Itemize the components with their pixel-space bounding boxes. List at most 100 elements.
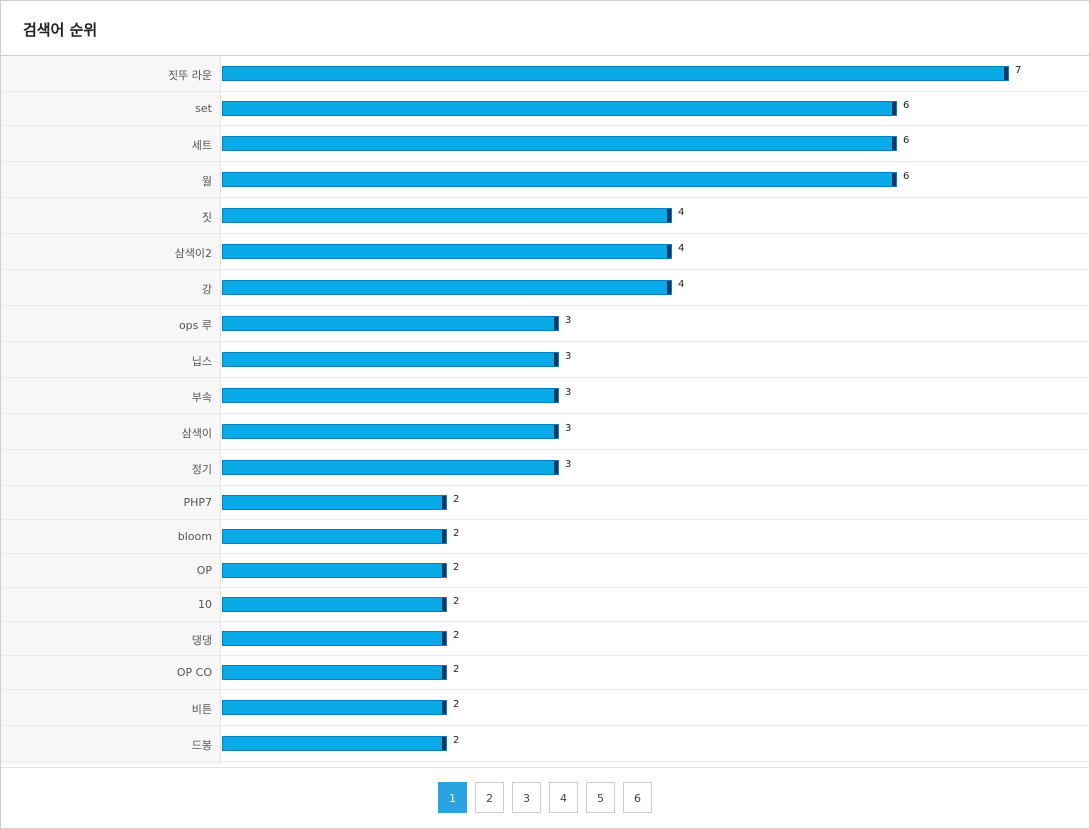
table-row: bloom 2 — [1, 520, 1089, 554]
bar-end-cap — [442, 737, 446, 750]
bar-end-cap — [667, 245, 671, 258]
bar — [222, 665, 447, 680]
bar — [222, 424, 559, 439]
bar — [222, 244, 672, 259]
table-row: PHP7 2 — [1, 486, 1089, 520]
page-button-1[interactable]: 1 — [438, 782, 467, 813]
bar-end-cap — [442, 564, 446, 577]
bar — [222, 280, 672, 295]
table-row: 부속 3 — [1, 378, 1089, 414]
bar-end-cap — [442, 496, 446, 509]
bar — [222, 316, 559, 331]
category-label: 강 — [201, 283, 212, 296]
bar-value-label: 2 — [453, 494, 460, 505]
page-title: 검색어 순위 — [23, 21, 98, 39]
table-row: 드봉 2 — [1, 726, 1089, 762]
bar-end-cap — [442, 598, 446, 611]
bar-value-label: 7 — [1015, 65, 1022, 76]
category-label: 짓뚜 라운 — [168, 69, 212, 82]
bar-end-cap — [892, 102, 896, 115]
category-label: PHP7 — [183, 496, 212, 509]
bar-end-cap — [554, 317, 558, 330]
bar — [222, 631, 447, 646]
bar-value-label: 2 — [453, 630, 460, 641]
bar — [222, 597, 447, 612]
bar — [222, 66, 1009, 81]
bar — [222, 563, 447, 578]
bar-value-label: 3 — [565, 351, 572, 362]
bar-end-cap — [442, 632, 446, 645]
category-label: bloom — [177, 530, 212, 543]
bar — [222, 101, 897, 116]
bar — [222, 700, 447, 715]
category-label: set — [195, 102, 212, 115]
page-button-6[interactable]: 6 — [623, 782, 652, 813]
bar-end-cap — [554, 461, 558, 474]
bar-value-label: 2 — [453, 562, 460, 573]
bar-value-label: 4 — [678, 243, 685, 254]
page-button-4[interactable]: 4 — [549, 782, 578, 813]
category-label: 10 — [198, 598, 212, 611]
category-label: ops 루 — [178, 319, 212, 332]
bar — [222, 208, 672, 223]
category-label: 부속 — [191, 391, 212, 404]
bar — [222, 352, 559, 367]
bar — [222, 172, 897, 187]
table-row: 댕댕 2 — [1, 622, 1089, 656]
category-label: OP — [196, 564, 212, 577]
bar — [222, 736, 447, 751]
table-row: 닙스 3 — [1, 342, 1089, 378]
bar-end-cap — [667, 281, 671, 294]
bar-value-label: 6 — [903, 100, 910, 111]
bar-end-cap — [554, 353, 558, 366]
page-button-2[interactable]: 2 — [475, 782, 504, 813]
bar-end-cap — [1004, 67, 1008, 80]
page-button-5[interactable]: 5 — [586, 782, 615, 813]
category-label: 정기 — [191, 463, 212, 476]
category-label: 비튼 — [191, 703, 212, 716]
bar-chart: 짓뚜 라운 7 set 6 세트 6 월 6 짓 4 삼색이2 4 강 4 ops 루 3 닙스 3 부속 3 삼색이 3… — [1, 56, 1089, 766]
bar-value-label: 2 — [453, 528, 460, 539]
category-label: 댕댕 — [191, 634, 212, 647]
bar-value-label: 4 — [678, 207, 685, 218]
category-label: 닙스 — [191, 355, 212, 368]
bar — [222, 388, 559, 403]
bar — [222, 136, 897, 151]
bar-value-label: 4 — [678, 279, 685, 290]
category-label: 짓 — [201, 211, 212, 224]
bar-end-cap — [667, 209, 671, 222]
category-label: 드봉 — [191, 739, 212, 752]
category-label: OP CO — [176, 666, 212, 679]
bar-value-label: 2 — [453, 735, 460, 746]
bar-value-label: 3 — [565, 423, 572, 434]
table-row: ops 루 3 — [1, 306, 1089, 342]
page-button-3[interactable]: 3 — [512, 782, 541, 813]
category-label: 월 — [201, 175, 212, 188]
table-row: OP 2 — [1, 554, 1089, 588]
bar-value-label: 3 — [565, 387, 572, 398]
bar — [222, 529, 447, 544]
bar-value-label: 6 — [903, 135, 910, 146]
table-row: 10 2 — [1, 588, 1089, 622]
table-row: OP CO 2 — [1, 656, 1089, 690]
bar-end-cap — [442, 701, 446, 714]
bar-value-label: 3 — [565, 315, 572, 326]
bar-end-cap — [554, 389, 558, 402]
table-row: 삼색이 3 — [1, 414, 1089, 450]
table-row: 짓뚜 라운 7 — [1, 56, 1089, 92]
bar-value-label: 2 — [453, 664, 460, 675]
bar-value-label: 2 — [453, 699, 460, 710]
bar-end-cap — [554, 425, 558, 438]
bar-end-cap — [442, 666, 446, 679]
bar-value-label: 2 — [453, 596, 460, 607]
bar-end-cap — [892, 137, 896, 150]
bar-value-label: 6 — [903, 171, 910, 182]
bar-end-cap — [442, 530, 446, 543]
bar — [222, 460, 559, 475]
table-row: 비튼 2 — [1, 690, 1089, 726]
